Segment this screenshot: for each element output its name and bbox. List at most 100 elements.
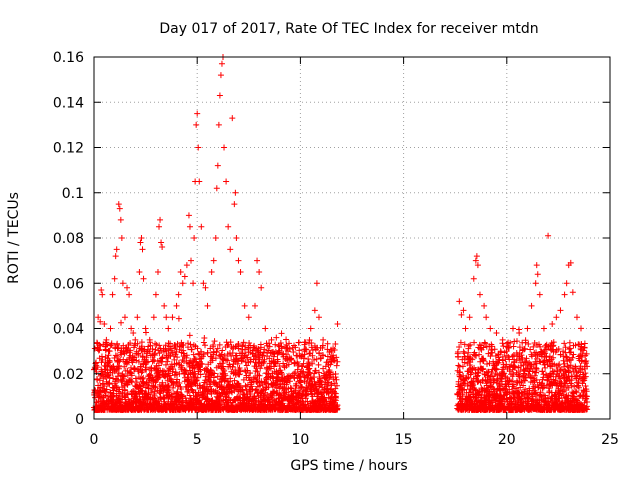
data-point: [480, 344, 487, 351]
data-point-spike: [214, 162, 221, 169]
data-point-spike: [95, 314, 102, 321]
data-point: [221, 352, 228, 359]
data-point: [186, 332, 193, 339]
data-point: [489, 349, 496, 356]
data-point-spike: [229, 115, 236, 122]
data-point-spike: [532, 280, 539, 287]
data-point: [334, 402, 341, 409]
data-point: [521, 345, 528, 352]
data-point-spike: [158, 239, 165, 246]
data-point: [94, 376, 101, 383]
data-point-spike: [334, 320, 341, 327]
data-point: [280, 360, 287, 367]
data-point: [202, 342, 209, 349]
data-point-spike: [285, 348, 292, 355]
data-point-spike: [262, 325, 269, 332]
data-point-spike: [134, 314, 141, 321]
data-point: [213, 349, 220, 356]
data-point: [272, 341, 279, 348]
x-axis-label: GPS time / hours: [290, 458, 407, 474]
data-point-spike: [190, 280, 197, 287]
data-point: [333, 354, 340, 361]
data-point: [201, 335, 208, 342]
data-point: [169, 394, 176, 401]
data-point: [204, 349, 211, 356]
data-point: [572, 388, 579, 395]
data-point: [247, 390, 254, 397]
data-point: [482, 340, 489, 347]
data-point: [570, 351, 577, 358]
data-point: [229, 363, 236, 370]
data-point-spike: [217, 72, 224, 79]
data-point-spike: [569, 289, 576, 296]
data-point-spike: [233, 235, 240, 241]
data-point: [235, 341, 242, 348]
data-point-spike: [499, 336, 506, 343]
data-point: [573, 389, 580, 396]
data-point: [495, 359, 502, 366]
x-tick-labels: 0 5 10 15 20 25: [90, 432, 619, 448]
data-point-spike: [195, 144, 202, 151]
data-point: [476, 351, 483, 358]
data-point-spike: [474, 262, 481, 269]
data-point: [501, 370, 508, 377]
data-point: [96, 346, 103, 353]
data-point: [219, 360, 226, 367]
data-point: [560, 384, 567, 391]
data-point: [173, 348, 180, 355]
data-point-spike: [534, 271, 541, 278]
data-point: [541, 347, 548, 354]
data-point: [515, 364, 522, 371]
data-point: [520, 382, 527, 389]
data-point: [542, 364, 549, 371]
data-point: [471, 386, 478, 393]
data-point: [127, 347, 134, 354]
data-point: [326, 369, 333, 376]
data-point: [211, 370, 218, 377]
data-point: [470, 381, 477, 388]
data-point: [455, 362, 462, 369]
data-point: [469, 356, 476, 363]
data-point: [283, 336, 290, 343]
data-point: [296, 347, 303, 354]
data-point: [510, 371, 517, 378]
data-point: [467, 341, 474, 348]
data-point: [530, 343, 537, 350]
data-point-spike: [276, 343, 283, 350]
data-point: [583, 388, 590, 395]
data-point: [316, 349, 323, 356]
data-point: [491, 346, 498, 353]
data-point-spike: [254, 257, 261, 264]
data-point: [197, 366, 204, 373]
data-point: [584, 406, 591, 413]
axis-ticks: [93, 56, 611, 420]
data-point-spike: [268, 336, 275, 343]
data-point: [290, 349, 297, 356]
data-point: [110, 387, 117, 394]
data-point-spike: [315, 314, 322, 321]
data-points: [91, 54, 591, 413]
data-point: [180, 350, 187, 357]
data-point: [247, 370, 254, 377]
data-point-spike: [111, 275, 118, 282]
data-point: [211, 338, 218, 345]
data-point-spike: [458, 311, 465, 318]
data-point: [174, 389, 181, 396]
data-point-spike: [179, 280, 186, 287]
data-point: [500, 395, 507, 402]
data-point-spike: [213, 185, 220, 192]
data-point-spike: [218, 60, 225, 67]
data-point-spike: [181, 273, 188, 280]
data-point: [143, 354, 150, 361]
data-point: [582, 383, 589, 390]
data-point-spike: [200, 280, 207, 287]
data-point: [273, 381, 280, 388]
data-point: [278, 330, 285, 337]
data-point-spike: [137, 239, 144, 246]
data-point-spike: [115, 201, 122, 208]
data-point: [183, 352, 190, 359]
data-point-spike: [183, 262, 190, 269]
data-point: [320, 352, 327, 359]
data-point-spike: [460, 307, 467, 314]
x-tick-label: 15: [395, 432, 413, 448]
